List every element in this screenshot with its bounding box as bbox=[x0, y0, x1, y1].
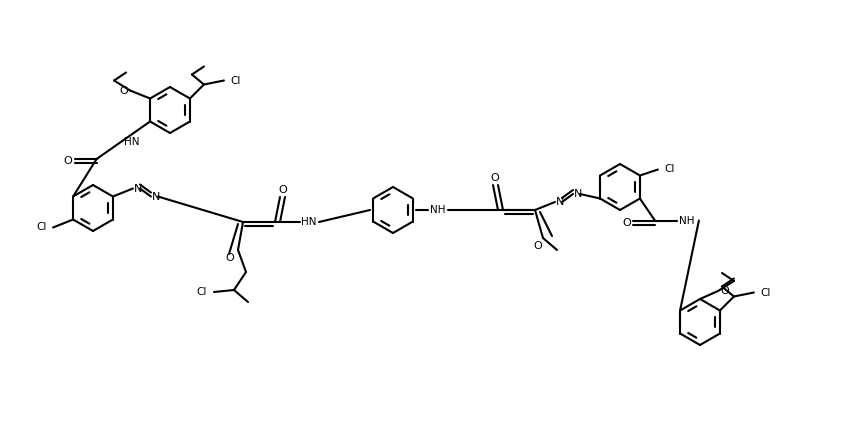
Text: Cl: Cl bbox=[665, 164, 675, 175]
Text: O: O bbox=[279, 185, 287, 195]
Text: HN: HN bbox=[301, 217, 316, 227]
Text: N: N bbox=[133, 184, 142, 193]
Text: NH: NH bbox=[430, 205, 446, 215]
Text: N: N bbox=[152, 192, 160, 201]
Text: O: O bbox=[120, 86, 128, 95]
Text: O: O bbox=[63, 156, 72, 166]
Text: N: N bbox=[574, 189, 582, 199]
Text: O: O bbox=[533, 241, 543, 251]
Text: O: O bbox=[721, 286, 729, 296]
Text: Cl: Cl bbox=[197, 287, 207, 297]
Text: Cl: Cl bbox=[760, 288, 771, 297]
Text: NH: NH bbox=[679, 216, 695, 225]
Text: Cl: Cl bbox=[230, 75, 241, 86]
Text: Cl: Cl bbox=[36, 222, 46, 233]
Text: N: N bbox=[556, 197, 564, 207]
Text: O: O bbox=[623, 218, 631, 227]
Text: HN: HN bbox=[123, 137, 139, 147]
Text: O: O bbox=[490, 173, 500, 183]
Text: O: O bbox=[225, 253, 235, 263]
